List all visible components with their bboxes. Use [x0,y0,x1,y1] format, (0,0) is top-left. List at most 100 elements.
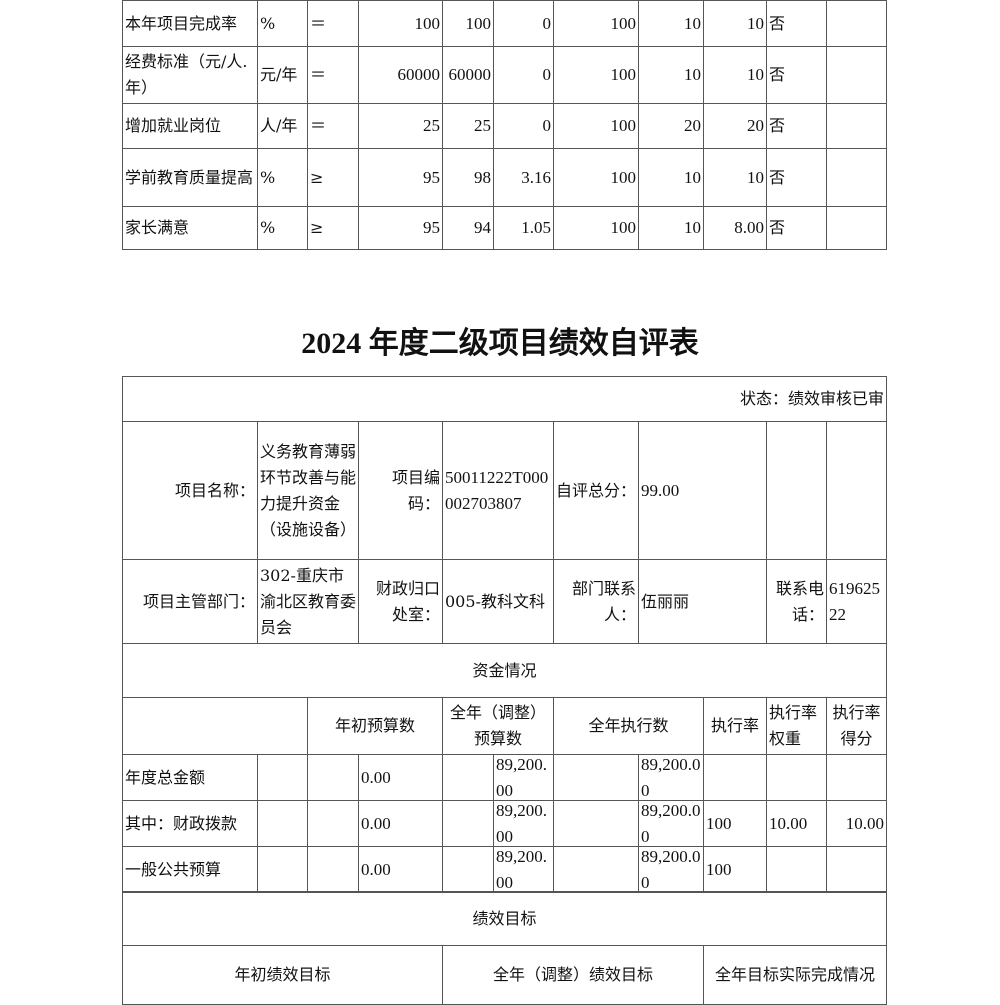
indicator-unit: % [257,148,308,207]
indicator-value: 100 [553,0,639,47]
empty-cell [826,421,887,560]
indicator-target: 25 [358,103,443,149]
indicator-operator: ＝ [307,46,359,104]
project-code-value: 50011222T000002703807 [442,421,554,560]
indicator-target: 60000 [358,46,443,104]
indicator-name: 学前教育质量提高 [122,148,258,207]
funds-executed: 89,200.00 [638,754,704,801]
funds-rate: 100 [703,800,767,847]
empty-cell [307,754,359,801]
indicator-deviation: 0 [493,0,554,47]
empty-cell [553,754,639,801]
page-title: 2024 年度二级项目绩效自评表 [301,327,699,360]
header-initial-goal: 年初绩效目标 [122,945,443,1005]
empty-cell [307,800,359,847]
empty-cell [553,846,639,893]
funds-row-label: 其中：财政拨款 [122,800,258,847]
funds-initial: 0.00 [358,800,443,847]
indicator-operator: ＝ [307,0,359,47]
indicator-flag: 否 [766,148,827,207]
indicator-name: 家长满意 [122,206,258,250]
header-executed: 全年执行数 [553,697,704,755]
funds-row-label: 年度总金额 [122,754,258,801]
indicator-operator: ≥ [307,148,359,207]
empty-cell [257,846,308,893]
empty-cell [826,46,887,104]
project-name-value: 义务教育薄弱环节改善与能力提升资金（设施设备） [257,421,359,560]
indicator-unit: % [257,0,308,47]
empty-cell [553,800,639,847]
funds-score [826,846,887,893]
header-rate-weight: 执行率权重 [766,697,827,755]
self-score-label: 自评总分： [553,421,639,560]
header-exec-rate: 执行率 [703,697,767,755]
empty-cell [826,206,887,250]
phone-label: 联系电话： [766,559,827,644]
indicator-flag: 否 [766,0,827,47]
indicator-actual: 25 [442,103,494,149]
perf-section-header: 绩效目标 [122,891,887,946]
indicator-target: 95 [358,206,443,250]
header-actual-completion: 全年目标实际完成情况 [703,945,887,1005]
empty-cell [257,800,308,847]
indicator-score: 8.00 [703,206,767,250]
empty-cell [766,421,827,560]
indicator-score: 20 [703,103,767,149]
indicator-name: 本年项目完成率 [122,0,258,47]
indicator-flag: 否 [766,206,827,250]
indicator-target: 95 [358,148,443,207]
empty-cell [442,800,494,847]
funds-adjusted: 89,200.00 [493,754,554,801]
finance-office-value: 005-教科文科 [442,559,554,644]
indicator-weight: 10 [638,0,704,47]
empty-cell [257,754,308,801]
phone-value: 61962522 [826,559,887,644]
funds-initial: 0.00 [358,754,443,801]
indicator-weight: 10 [638,46,704,104]
header-initial-budget: 年初预算数 [307,697,443,755]
indicator-operator: ＝ [307,103,359,149]
funds-adjusted: 89,200.00 [493,800,554,847]
indicator-unit: 元/年 [257,46,308,104]
empty-cell [307,846,359,893]
dept-value: 302-重庆市渝北区教育委员会 [257,559,359,644]
indicator-score: 10 [703,148,767,207]
funds-weight: 10.00 [766,800,827,847]
funds-initial: 0.00 [358,846,443,893]
funds-score [826,754,887,801]
funds-adjusted: 89,200.00 [493,846,554,893]
indicator-value: 100 [553,103,639,149]
empty-cell [826,148,887,207]
funds-section-header: 资金情况 [122,643,887,698]
indicator-name: 经费标准（元/人.年） [122,46,258,104]
funds-rate: 100 [703,846,767,893]
empty-cell [442,846,494,893]
funds-row-label: 一般公共预算 [122,846,258,893]
indicator-flag: 否 [766,103,827,149]
project-name-label: 项目名称： [122,421,258,560]
indicator-deviation: 0 [493,103,554,149]
header-adjusted-budget: 全年（调整）预算数 [442,697,554,755]
indicator-value: 100 [553,148,639,207]
indicator-weight: 10 [638,206,704,250]
empty-cell [442,754,494,801]
empty-cell [826,0,887,47]
indicator-weight: 20 [638,103,704,149]
indicator-deviation: 1.05 [493,206,554,250]
contact-value: 伍丽丽 [638,559,767,644]
project-code-label: 项目编码： [358,421,443,560]
status-text: 状态：绩效审核已审 [122,376,887,422]
header-rate-score: 执行率得分 [826,697,887,755]
indicator-score: 10 [703,0,767,47]
indicator-actual: 94 [442,206,494,250]
indicator-value: 100 [553,46,639,104]
funds-executed: 89,200.00 [638,800,704,847]
indicator-flag: 否 [766,46,827,104]
funds-weight [766,754,827,801]
self-score-value: 99.00 [638,421,767,560]
finance-office-label: 财政归口处室： [358,559,443,644]
indicator-actual: 98 [442,148,494,207]
funds-rate [703,754,767,801]
indicator-deviation: 0 [493,46,554,104]
contact-label: 部门联系人： [553,559,639,644]
